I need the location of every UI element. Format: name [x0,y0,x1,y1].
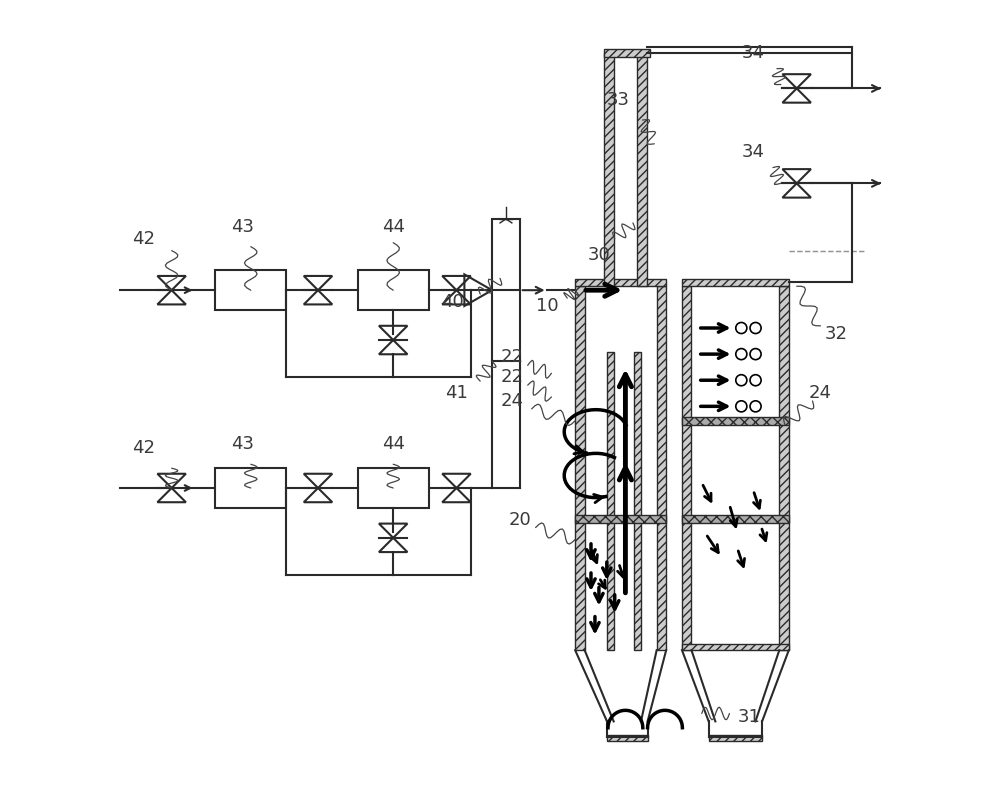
Bar [682,286,691,650]
Text: 24: 24 [500,392,523,410]
Bar [215,468,286,508]
Bar [682,279,789,286]
Text: 44: 44 [382,435,405,453]
Bar [607,352,614,650]
Bar [575,286,585,650]
Bar [575,515,666,522]
Bar [215,271,286,310]
Bar [682,417,789,425]
Bar [682,515,789,522]
Text: 42: 42 [132,439,155,457]
Text: 34: 34 [742,143,765,160]
Text: 31: 31 [738,708,761,727]
Bar [607,735,648,741]
Text: 10: 10 [536,297,559,315]
Text: 43: 43 [231,435,254,453]
Bar [575,279,666,286]
Bar [492,219,520,361]
Text: 30: 30 [588,245,610,264]
Bar [604,49,650,57]
Text: 44: 44 [382,218,405,236]
Bar [657,286,666,650]
Text: 22: 22 [500,368,523,386]
Bar [779,286,789,650]
Text: 22: 22 [500,349,523,367]
Text: 32: 32 [825,325,848,343]
Text: 34: 34 [742,44,765,62]
Bar [709,735,762,741]
Bar [637,53,647,286]
Bar [634,352,641,650]
Bar [682,645,789,650]
Text: 40: 40 [441,293,464,311]
Bar [604,53,614,286]
Text: 20: 20 [508,511,531,529]
Text: 24: 24 [809,384,832,402]
Text: 33: 33 [607,91,630,110]
Bar [358,271,429,310]
Text: 42: 42 [132,229,155,248]
Bar [358,468,429,508]
Text: 43: 43 [231,218,254,236]
Text: 41: 41 [445,384,468,402]
